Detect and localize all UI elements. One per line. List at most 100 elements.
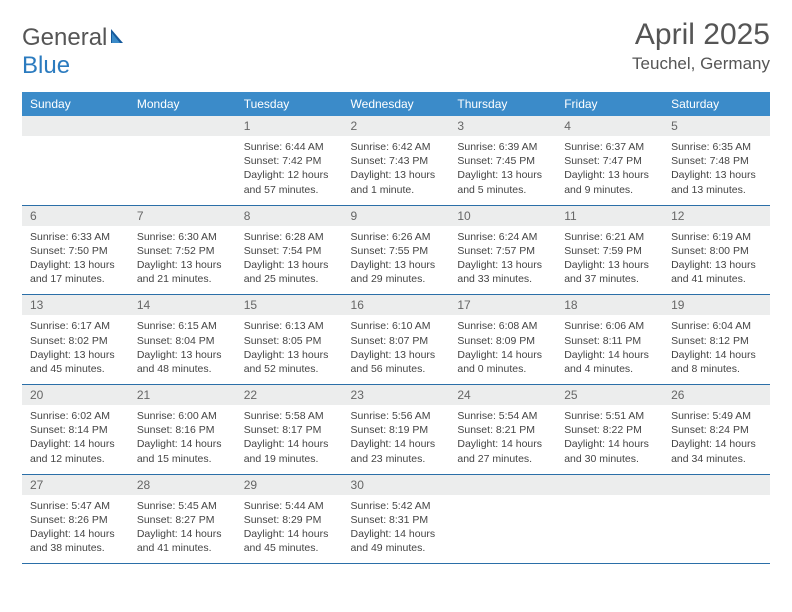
day-body: Sunrise: 6:10 AMSunset: 8:07 PMDaylight:…: [343, 315, 450, 384]
day-body: Sunrise: 6:33 AMSunset: 7:50 PMDaylight:…: [22, 226, 129, 295]
day-number: 5: [663, 116, 770, 136]
day-number: 17: [449, 295, 556, 315]
day-body-empty: [663, 495, 770, 553]
day-body: Sunrise: 6:08 AMSunset: 8:09 PMDaylight:…: [449, 315, 556, 384]
day-number: 15: [236, 295, 343, 315]
weekday-header: Thursday: [449, 92, 556, 116]
day-number: 24: [449, 385, 556, 405]
calendar-day-cell: 8Sunrise: 6:28 AMSunset: 7:54 PMDaylight…: [236, 205, 343, 295]
day-body: Sunrise: 6:37 AMSunset: 7:47 PMDaylight:…: [556, 136, 663, 205]
calendar-day-cell: [449, 474, 556, 564]
calendar-day-cell: 4Sunrise: 6:37 AMSunset: 7:47 PMDaylight…: [556, 116, 663, 205]
calendar-day-cell: 21Sunrise: 6:00 AMSunset: 8:16 PMDayligh…: [129, 385, 236, 475]
day-body: Sunrise: 6:17 AMSunset: 8:02 PMDaylight:…: [22, 315, 129, 384]
calendar-body: 1Sunrise: 6:44 AMSunset: 7:42 PMDaylight…: [22, 116, 770, 564]
calendar-day-cell: 11Sunrise: 6:21 AMSunset: 7:59 PMDayligh…: [556, 205, 663, 295]
calendar-day-cell: 22Sunrise: 5:58 AMSunset: 8:17 PMDayligh…: [236, 385, 343, 475]
weekday-header: Sunday: [22, 92, 129, 116]
day-number: 9: [343, 206, 450, 226]
page-header: GeneralBlue April 2025 Teuchel, Germany: [22, 18, 770, 80]
calendar-day-cell: 28Sunrise: 5:45 AMSunset: 8:27 PMDayligh…: [129, 474, 236, 564]
day-body: Sunrise: 6:13 AMSunset: 8:05 PMDaylight:…: [236, 315, 343, 384]
calendar-day-cell: 17Sunrise: 6:08 AMSunset: 8:09 PMDayligh…: [449, 295, 556, 385]
title-block: April 2025 Teuchel, Germany: [632, 18, 770, 74]
calendar-day-cell: 26Sunrise: 5:49 AMSunset: 8:24 PMDayligh…: [663, 385, 770, 475]
weekday-header: Friday: [556, 92, 663, 116]
day-body: Sunrise: 5:51 AMSunset: 8:22 PMDaylight:…: [556, 405, 663, 474]
logo-text: GeneralBlue: [22, 24, 127, 80]
day-body: Sunrise: 5:58 AMSunset: 8:17 PMDaylight:…: [236, 405, 343, 474]
calendar-week-row: 6Sunrise: 6:33 AMSunset: 7:50 PMDaylight…: [22, 205, 770, 295]
day-body: Sunrise: 5:54 AMSunset: 8:21 PMDaylight:…: [449, 405, 556, 474]
day-number: 11: [556, 206, 663, 226]
day-number: 27: [22, 475, 129, 495]
weekday-header: Saturday: [663, 92, 770, 116]
day-body: Sunrise: 6:15 AMSunset: 8:04 PMDaylight:…: [129, 315, 236, 384]
day-number: 6: [22, 206, 129, 226]
day-number: 19: [663, 295, 770, 315]
day-body: Sunrise: 5:47 AMSunset: 8:26 PMDaylight:…: [22, 495, 129, 564]
day-body-empty: [22, 136, 129, 194]
day-number: 29: [236, 475, 343, 495]
logo: GeneralBlue: [22, 18, 127, 80]
calendar-day-cell: 23Sunrise: 5:56 AMSunset: 8:19 PMDayligh…: [343, 385, 450, 475]
calendar-head: SundayMondayTuesdayWednesdayThursdayFrid…: [22, 92, 770, 116]
day-number: 26: [663, 385, 770, 405]
calendar-table: SundayMondayTuesdayWednesdayThursdayFrid…: [22, 92, 770, 564]
calendar-day-cell: 20Sunrise: 6:02 AMSunset: 8:14 PMDayligh…: [22, 385, 129, 475]
calendar-day-cell: 18Sunrise: 6:06 AMSunset: 8:11 PMDayligh…: [556, 295, 663, 385]
day-number: 21: [129, 385, 236, 405]
day-body: Sunrise: 6:28 AMSunset: 7:54 PMDaylight:…: [236, 226, 343, 295]
calendar-day-cell: 3Sunrise: 6:39 AMSunset: 7:45 PMDaylight…: [449, 116, 556, 205]
calendar-day-cell: 13Sunrise: 6:17 AMSunset: 8:02 PMDayligh…: [22, 295, 129, 385]
calendar-day-cell: 10Sunrise: 6:24 AMSunset: 7:57 PMDayligh…: [449, 205, 556, 295]
day-body-empty: [129, 136, 236, 194]
day-number: 22: [236, 385, 343, 405]
day-number: 3: [449, 116, 556, 136]
calendar-day-cell: 1Sunrise: 6:44 AMSunset: 7:42 PMDaylight…: [236, 116, 343, 205]
logo-blue: Blue: [22, 52, 70, 79]
calendar-day-cell: 2Sunrise: 6:42 AMSunset: 7:43 PMDaylight…: [343, 116, 450, 205]
day-number: 2: [343, 116, 450, 136]
calendar-day-cell: 30Sunrise: 5:42 AMSunset: 8:31 PMDayligh…: [343, 474, 450, 564]
day-number: 20: [22, 385, 129, 405]
calendar-week-row: 27Sunrise: 5:47 AMSunset: 8:26 PMDayligh…: [22, 474, 770, 564]
location: Teuchel, Germany: [632, 54, 770, 74]
day-number: 16: [343, 295, 450, 315]
day-number: 25: [556, 385, 663, 405]
calendar-day-cell: 19Sunrise: 6:04 AMSunset: 8:12 PMDayligh…: [663, 295, 770, 385]
calendar-day-cell: 6Sunrise: 6:33 AMSunset: 7:50 PMDaylight…: [22, 205, 129, 295]
day-number-empty: [449, 475, 556, 495]
calendar-day-cell: 14Sunrise: 6:15 AMSunset: 8:04 PMDayligh…: [129, 295, 236, 385]
day-body: Sunrise: 6:30 AMSunset: 7:52 PMDaylight:…: [129, 226, 236, 295]
day-body: Sunrise: 5:45 AMSunset: 8:27 PMDaylight:…: [129, 495, 236, 564]
day-number: 28: [129, 475, 236, 495]
day-body: Sunrise: 6:19 AMSunset: 8:00 PMDaylight:…: [663, 226, 770, 295]
day-number: 18: [556, 295, 663, 315]
day-body: Sunrise: 6:21 AMSunset: 7:59 PMDaylight:…: [556, 226, 663, 295]
day-body-empty: [449, 495, 556, 553]
calendar-day-cell: 25Sunrise: 5:51 AMSunset: 8:22 PMDayligh…: [556, 385, 663, 475]
day-body: Sunrise: 6:26 AMSunset: 7:55 PMDaylight:…: [343, 226, 450, 295]
calendar-day-cell: 15Sunrise: 6:13 AMSunset: 8:05 PMDayligh…: [236, 295, 343, 385]
day-body: Sunrise: 5:44 AMSunset: 8:29 PMDaylight:…: [236, 495, 343, 564]
day-number: 30: [343, 475, 450, 495]
day-body: Sunrise: 6:02 AMSunset: 8:14 PMDaylight:…: [22, 405, 129, 474]
day-number: 13: [22, 295, 129, 315]
calendar-week-row: 1Sunrise: 6:44 AMSunset: 7:42 PMDaylight…: [22, 116, 770, 205]
day-body: Sunrise: 6:06 AMSunset: 8:11 PMDaylight:…: [556, 315, 663, 384]
calendar-day-cell: [556, 474, 663, 564]
calendar-day-cell: [663, 474, 770, 564]
day-number: 1: [236, 116, 343, 136]
day-number: 23: [343, 385, 450, 405]
weekday-header: Tuesday: [236, 92, 343, 116]
calendar-day-cell: 29Sunrise: 5:44 AMSunset: 8:29 PMDayligh…: [236, 474, 343, 564]
calendar-day-cell: [22, 116, 129, 205]
day-number-empty: [663, 475, 770, 495]
day-body-empty: [556, 495, 663, 553]
day-number: 4: [556, 116, 663, 136]
calendar-day-cell: 27Sunrise: 5:47 AMSunset: 8:26 PMDayligh…: [22, 474, 129, 564]
weekday-header: Monday: [129, 92, 236, 116]
calendar-day-cell: 24Sunrise: 5:54 AMSunset: 8:21 PMDayligh…: [449, 385, 556, 475]
calendar-day-cell: 9Sunrise: 6:26 AMSunset: 7:55 PMDaylight…: [343, 205, 450, 295]
